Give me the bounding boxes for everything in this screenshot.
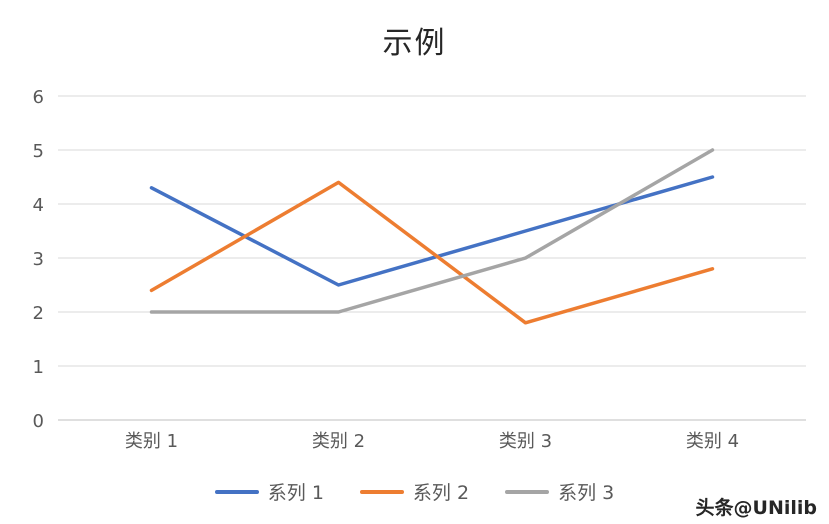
legend-line-swatch	[505, 489, 550, 494]
legend-item: 系列 1	[214, 478, 324, 505]
series-line	[149, 175, 715, 287]
x-tick-label: 类别 4	[686, 431, 739, 452]
y-tick-label: 4	[33, 195, 44, 216]
legend-item: 系列 3	[505, 478, 614, 505]
legend-label: 系列 2	[412, 482, 470, 504]
x-tick-label: 类别 2	[312, 431, 365, 452]
legend-line-swatch	[214, 489, 259, 494]
series-line	[149, 148, 715, 314]
y-tick-label: 3	[33, 249, 44, 270]
chart-title: 示例	[382, 26, 447, 61]
y-tick-label: 2	[33, 303, 44, 324]
legend-line-swatch	[359, 489, 404, 494]
watermark: 头条@UNilib	[695, 497, 817, 519]
legend-label: 系列 3	[558, 482, 615, 504]
y-tick-label: 1	[33, 357, 44, 378]
series-line	[149, 180, 715, 325]
y-tick-label: 0	[33, 411, 44, 432]
y-tick-label: 6	[33, 87, 44, 108]
line-chart-plot-area: 0 1 2 3 4 5 6 类别 1 类别 2 类别 3 类别 4	[33, 87, 806, 452]
legend-item: 系列 2	[359, 478, 470, 505]
legend-label: 系列 1	[267, 482, 324, 504]
x-tick-label: 类别 3	[499, 431, 552, 452]
x-tick-label: 类别 1	[125, 431, 178, 452]
y-tick-label: 5	[33, 141, 44, 162]
chart-legend: 系列 1 系列 2 系列 3	[0, 478, 829, 505]
